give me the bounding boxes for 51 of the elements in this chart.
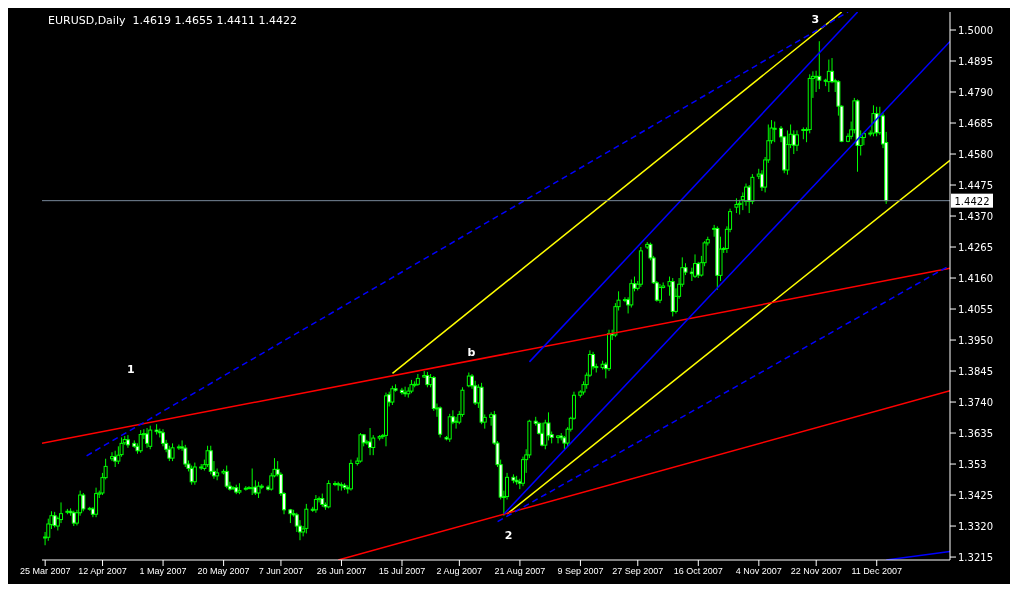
y-tick-label: 1.4895 bbox=[958, 55, 993, 67]
y-tick-label: 1.3635 bbox=[958, 427, 993, 439]
y-tick-label: 1.4790 bbox=[958, 86, 993, 98]
y-tick-label: 1.4265 bbox=[958, 241, 993, 253]
y-tick-label: 1.4475 bbox=[958, 179, 993, 191]
candlestick bbox=[148, 425, 153, 450]
annotation: 1 bbox=[126, 362, 135, 376]
x-tick-label: 4 Nov 2007 bbox=[735, 566, 782, 577]
x-tick-label: 27 Sep 2007 bbox=[612, 566, 664, 577]
x-tick-label: 21 Aug 2007 bbox=[494, 566, 546, 577]
annotation: 3 bbox=[811, 12, 820, 26]
candlestick bbox=[772, 121, 777, 143]
chart-title: EURUSD,Daily 1.4619 1.4655 1.4411 1.4422 bbox=[48, 14, 297, 27]
candlestick bbox=[399, 387, 404, 396]
y-tick-label: 1.3425 bbox=[958, 489, 993, 501]
x-tick-label: 22 Nov 2007 bbox=[790, 566, 842, 577]
candlestick bbox=[861, 131, 866, 146]
x-tick-label: 2 Aug 2007 bbox=[436, 566, 483, 577]
candlestick bbox=[794, 129, 799, 152]
y-tick-label: 1.3215 bbox=[958, 551, 993, 563]
x-tick-label: 1 May 2007 bbox=[139, 566, 187, 577]
x-tick-label: 7 Jun 2007 bbox=[258, 566, 304, 577]
x-tick-label: 25 Mar 2007 bbox=[19, 566, 71, 577]
x-tick-label: 11 Dec 2007 bbox=[851, 566, 902, 577]
y-tick-label: 1.4055 bbox=[958, 303, 993, 315]
annotation: 2 bbox=[504, 529, 513, 543]
y-tick-label: 1.3950 bbox=[958, 334, 993, 346]
y-tick-label: 1.4160 bbox=[958, 272, 993, 284]
y-tick-label: 1.4685 bbox=[958, 117, 993, 129]
x-tick-label: 16 Oct 2007 bbox=[673, 566, 723, 577]
x-tick-label: 12 Apr 2007 bbox=[78, 566, 127, 577]
y-tick-label: 1.5000 bbox=[958, 24, 993, 36]
candlestick bbox=[629, 279, 634, 309]
x-tick-label: 15 Jul 2007 bbox=[378, 566, 426, 577]
candlestick bbox=[304, 503, 309, 534]
x-tick-label: 26 Jun 2007 bbox=[316, 566, 367, 577]
candlestick bbox=[183, 444, 188, 468]
y-tick-label: 1.3320 bbox=[958, 520, 993, 532]
candlestick bbox=[874, 106, 879, 137]
ref-line-label: 1.4422 bbox=[954, 195, 990, 207]
y-tick-label: 1.4580 bbox=[958, 148, 993, 160]
y-tick-label: 1.3845 bbox=[958, 365, 993, 377]
candlestick bbox=[817, 40, 822, 90]
y-tick-label: 1.4370 bbox=[958, 210, 993, 222]
y-tick-label: 1.3740 bbox=[958, 396, 993, 408]
y-tick-label: 1.353 bbox=[958, 458, 987, 470]
annotation: b bbox=[467, 345, 476, 359]
candlestick bbox=[81, 492, 86, 512]
x-tick-label: 20 May 2007 bbox=[197, 566, 250, 577]
x-tick-label: 9 Sep 2007 bbox=[557, 566, 604, 577]
candlestick bbox=[205, 445, 210, 468]
